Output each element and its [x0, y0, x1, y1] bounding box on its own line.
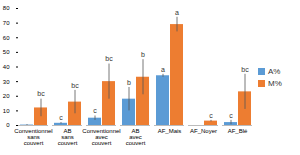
- svg-text:c: c: [229, 112, 233, 119]
- svg-text:b: b: [141, 51, 145, 58]
- svg-text:30: 30: [3, 79, 10, 85]
- svg-text:ABaveccouvert: ABaveccouvert: [126, 128, 146, 146]
- svg-text:a: a: [175, 9, 179, 16]
- svg-text:60: 60: [3, 35, 10, 41]
- svg-text:Conventionnelaveccouvert: Conventionnelaveccouvert: [82, 128, 120, 146]
- svg-text:50: 50: [3, 49, 10, 55]
- svg-text:AF_Blé: AF_Blé: [228, 128, 248, 134]
- svg-text:Conventionnelsanscouvert: Conventionnelsanscouvert: [14, 128, 52, 146]
- svg-text:a: a: [161, 66, 165, 73]
- svg-text:c: c: [59, 114, 63, 121]
- svg-text:40: 40: [3, 64, 10, 70]
- svg-text:80: 80: [3, 5, 10, 11]
- svg-text:bc: bc: [241, 66, 249, 73]
- html-text:A%: A%: [268, 67, 281, 76]
- svg-text:bc: bc: [37, 90, 45, 97]
- svg-text:10: 10: [3, 108, 10, 114]
- svg-text:AF_Mais: AF_Mais: [158, 128, 182, 134]
- svg-text:c: c: [93, 107, 97, 114]
- svg-text:70: 70: [3, 20, 10, 26]
- svg-text:b: b: [127, 79, 131, 86]
- svg-text:AF_Noyer: AF_Noyer: [190, 128, 217, 134]
- svg-text:bc: bc: [71, 82, 79, 89]
- html-text:M%: M%: [268, 79, 282, 88]
- svg-text:20: 20: [3, 93, 10, 99]
- svg-text:ABsanscouvert: ABsanscouvert: [58, 128, 78, 146]
- svg-text:c: c: [209, 112, 213, 119]
- svg-text:bc: bc: [105, 55, 113, 62]
- svg-text:0: 0: [6, 122, 10, 128]
